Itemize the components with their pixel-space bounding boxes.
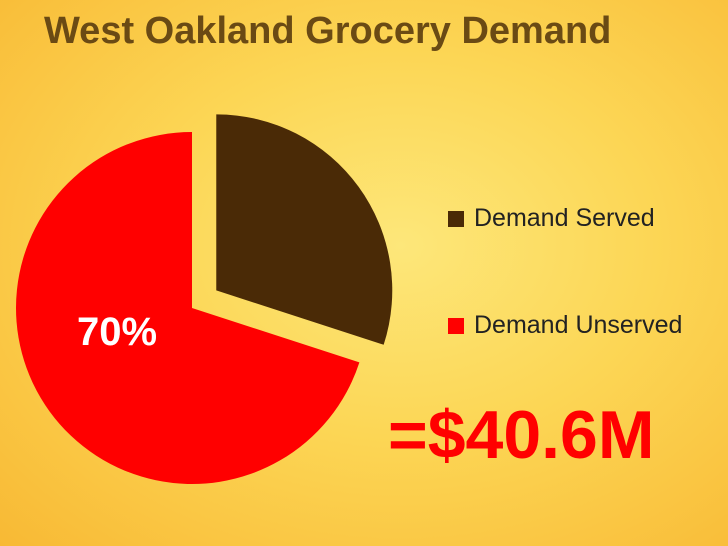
slice-demand-served [216,114,393,345]
slice-demand-unserved [16,132,360,484]
legend-item-demand-served: Demand Served [448,204,655,233]
legend-item-demand-unserved: Demand Unserved [448,311,682,340]
legend-label-served: Demand Served [474,204,655,232]
legend-swatch-unserved [448,317,464,334]
chart-title: West Oakland Grocery Demand [44,10,612,52]
slice-data-label-unserved: 70% [77,310,157,354]
legend-label-unserved: Demand Unserved [474,311,683,339]
total-value-annotation: =$40.6M [388,397,655,473]
legend-swatch-served [448,210,464,227]
